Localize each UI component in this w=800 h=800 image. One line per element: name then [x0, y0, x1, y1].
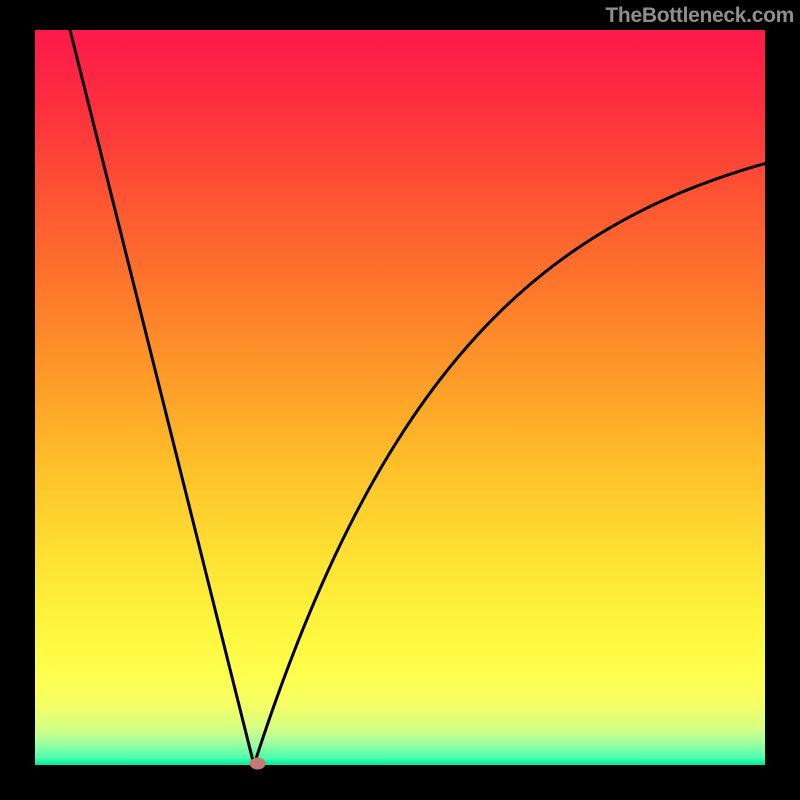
plot-gradient-area [35, 30, 765, 765]
optimum-marker [250, 758, 266, 770]
watermark-text: TheBottleneck.com [605, 4, 794, 28]
chart-svg [0, 0, 800, 800]
chart-container: TheBottleneck.com [0, 0, 800, 800]
